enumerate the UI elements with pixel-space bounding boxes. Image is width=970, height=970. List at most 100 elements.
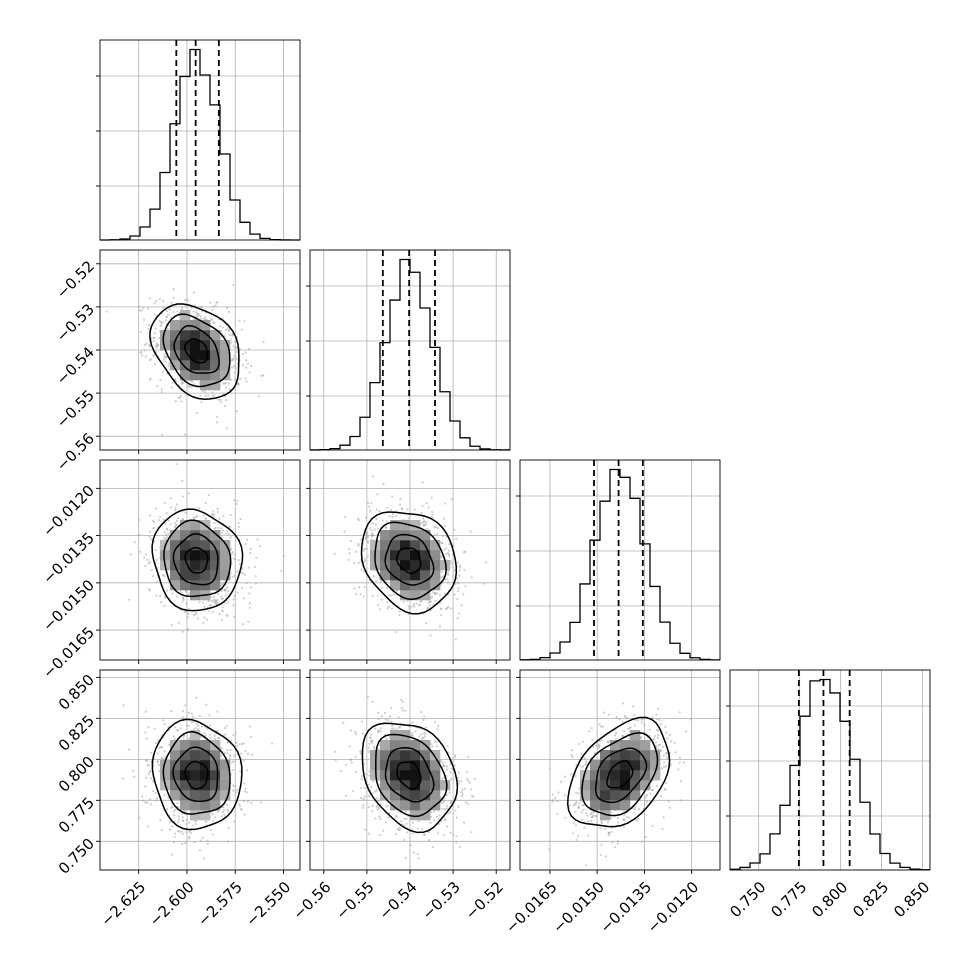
scatter-point [168, 308, 172, 311]
scatter-point [249, 735, 253, 738]
scatter-point [233, 498, 236, 502]
scatter-point [629, 726, 632, 729]
scatter-point [425, 621, 428, 625]
scatter-point [229, 513, 232, 517]
scatter-point [411, 832, 414, 835]
scatter-point [607, 833, 611, 837]
scatter-point [418, 735, 421, 738]
density-cell [380, 570, 391, 581]
scatter-point [196, 724, 200, 727]
scatter-point [433, 526, 436, 529]
scatter-point [170, 386, 173, 389]
scatter-point [429, 634, 432, 637]
scatter-point [370, 785, 373, 789]
scatter-point [384, 821, 388, 824]
density-cell [410, 750, 421, 761]
density-cell [220, 340, 231, 351]
scatter-point [244, 750, 247, 753]
scatter-point [230, 359, 233, 362]
scatter-point [374, 727, 377, 730]
scatter-point [192, 291, 196, 294]
scatter-point [560, 780, 563, 783]
scatter-point [390, 495, 394, 498]
scatter-point [211, 308, 214, 312]
scatter-point [470, 794, 474, 797]
scatter-point [248, 606, 251, 609]
scatter-point [219, 330, 222, 333]
scatter-point [429, 821, 432, 824]
scatter-point [367, 832, 371, 835]
scatter-point [162, 518, 165, 521]
scatter-point [455, 816, 458, 819]
scatter-point [143, 556, 146, 559]
scatter-point [223, 727, 227, 730]
scatter-point [408, 607, 411, 610]
scatter-point [420, 736, 424, 739]
scatter-point [144, 759, 147, 762]
scatter-point [623, 818, 626, 821]
scatter-point [365, 547, 368, 550]
scatter-point [656, 736, 659, 740]
scatter-point [591, 738, 594, 742]
scatter-point [685, 730, 688, 733]
density-cell [390, 570, 401, 581]
scatter-point [200, 725, 203, 728]
scatter-point [149, 378, 152, 381]
scatter-point [176, 729, 179, 732]
scatter-point [444, 818, 447, 821]
scatter-point [216, 710, 219, 713]
scatter-point [200, 310, 204, 313]
scatter-point [195, 313, 198, 316]
scatter-point [156, 752, 159, 755]
scatter-point [653, 738, 656, 741]
scatter-point [436, 728, 439, 731]
scatter-point [208, 724, 212, 727]
scatter-point [572, 804, 575, 807]
scatter-point [402, 600, 405, 603]
scatter-point [220, 618, 224, 621]
scatter-point [614, 733, 617, 737]
scatter-point [424, 726, 427, 729]
contour-line [172, 746, 219, 802]
x-tick-label: 0.800 [808, 878, 851, 921]
scatter-point [666, 758, 669, 761]
scatter-point [450, 767, 453, 770]
scatter-point [199, 394, 202, 398]
scatter-point [374, 817, 377, 820]
density-cell [170, 750, 181, 761]
y-tick-label: −0.55 [53, 386, 98, 431]
scatter-point [420, 511, 423, 515]
scatter-point [439, 614, 443, 617]
scatter-point [242, 800, 245, 803]
scatter-point [245, 538, 249, 541]
scatter-point [370, 529, 373, 532]
scatter-point [376, 527, 379, 530]
scatter-point [250, 364, 253, 368]
scatter-point [582, 808, 585, 811]
scatter-point [376, 808, 379, 811]
axes-frame [99, 669, 301, 871]
scatter-point [578, 802, 581, 805]
scatter-point [438, 602, 442, 605]
scatter-point [448, 810, 452, 814]
scatter-point [354, 732, 357, 736]
scatter-point [467, 755, 470, 759]
scatter-point [470, 788, 473, 791]
scatter-point [458, 574, 461, 577]
scatter-point [397, 716, 400, 719]
scatter-point [149, 751, 153, 754]
scatter-point [153, 727, 156, 730]
histogram-panel [96, 39, 301, 241]
scatter-point [366, 555, 370, 558]
density-cell [190, 550, 201, 561]
density-cell [180, 360, 191, 371]
scatter-point [203, 616, 206, 619]
scatter-point [435, 740, 438, 744]
scatter-point [682, 761, 685, 764]
scatter-point [150, 337, 153, 340]
scatter-point [678, 711, 681, 714]
scatter-point [156, 384, 159, 388]
scatter-point [196, 727, 200, 730]
scatter-point [633, 811, 636, 814]
scatter-point [454, 638, 457, 641]
